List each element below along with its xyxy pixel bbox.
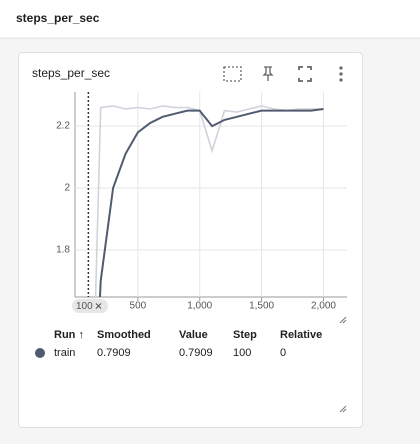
column-header: Relative: [280, 329, 322, 341]
header-bar: [0, 0, 420, 38]
x-tick-label: 1,000: [187, 301, 212, 312]
y-tick-label: 1.8: [56, 245, 70, 256]
zoom-icon[interactable]: [223, 66, 242, 82]
x-tick-label: 1,500: [249, 301, 274, 312]
y-tick-label: 2: [64, 183, 70, 194]
step-chip-label: 100: [76, 301, 93, 312]
card-title: steps_per_sec: [32, 66, 110, 80]
step-chip[interactable]: [72, 299, 108, 313]
menu-icon[interactable]: [339, 66, 343, 82]
table-cell: 0.7909: [179, 347, 213, 359]
x-tick-label: 500: [130, 301, 147, 312]
resize-handle[interactable]: [339, 405, 347, 413]
x-tick-label: 2,000: [311, 301, 336, 312]
resize-handle[interactable]: [339, 316, 347, 324]
table-cell: 0.7909: [97, 347, 131, 359]
series-line: [98, 108, 324, 297]
column-header: Value: [179, 329, 208, 341]
pin-icon[interactable]: [262, 66, 274, 81]
step-chip-close[interactable]: [95, 303, 102, 309]
column-header: Smoothed: [97, 329, 151, 341]
fullscreen-icon[interactable]: [298, 66, 312, 82]
run-color-dot[interactable]: [35, 348, 45, 358]
header-title: steps_per_sec: [16, 11, 100, 25]
table-cell: 0: [280, 347, 286, 359]
column-header: Run ↑: [54, 329, 84, 341]
card: [18, 52, 363, 428]
table-cell: train: [54, 347, 75, 359]
column-header: Step: [233, 329, 257, 341]
table-cell: 100: [233, 347, 251, 359]
y-tick-label: 2.2: [56, 121, 70, 132]
